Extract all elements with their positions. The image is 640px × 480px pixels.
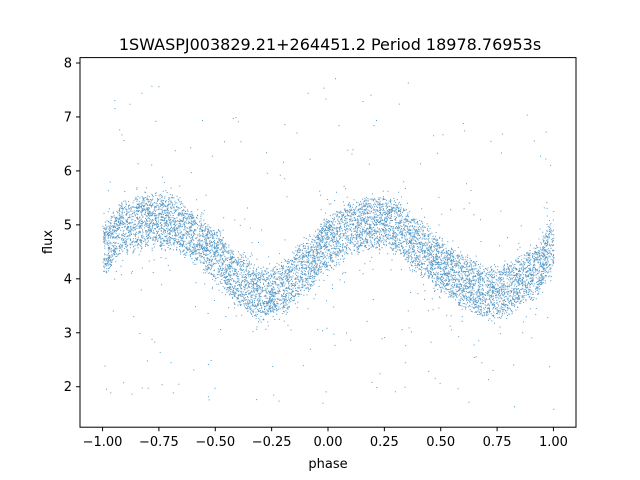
x-axis: −1.00 −0.75 −0.50 −0.25 0.00 0.25 0.50 0.75 1.00 <box>83 427 568 450</box>
data-points <box>102 78 555 410</box>
y-tick-label: 7 <box>64 110 72 125</box>
x-tick-label: −0.50 <box>195 435 235 450</box>
y-tick-label: 8 <box>64 56 72 71</box>
scatter-series-points <box>102 78 555 410</box>
y-tick-label: 5 <box>64 218 72 233</box>
x-axis-label: phase <box>308 457 347 472</box>
y-axis-label: flux <box>41 230 56 254</box>
y-tick-label: 6 <box>64 164 72 179</box>
chart-title: 1SWASPJ003829.21+264451.2 Period 18978.7… <box>119 35 541 54</box>
x-tick-label: 0.75 <box>483 435 512 450</box>
x-tick-label: 0.25 <box>370 435 399 450</box>
x-tick-label: 1.00 <box>539 435 568 450</box>
x-tick-label: −0.25 <box>252 435 292 450</box>
x-tick-label: 0.00 <box>314 435 343 450</box>
x-tick-label: −0.75 <box>139 435 179 450</box>
y-tick-label: 3 <box>64 326 72 341</box>
x-tick-label: −1.00 <box>83 435 123 450</box>
plot-frame <box>79 57 577 428</box>
x-tick-label: 0.50 <box>426 435 455 450</box>
y-tick-label: 4 <box>64 272 72 287</box>
y-axis: 2 3 4 5 6 7 8 <box>64 56 80 395</box>
y-tick-label: 2 <box>64 380 72 395</box>
